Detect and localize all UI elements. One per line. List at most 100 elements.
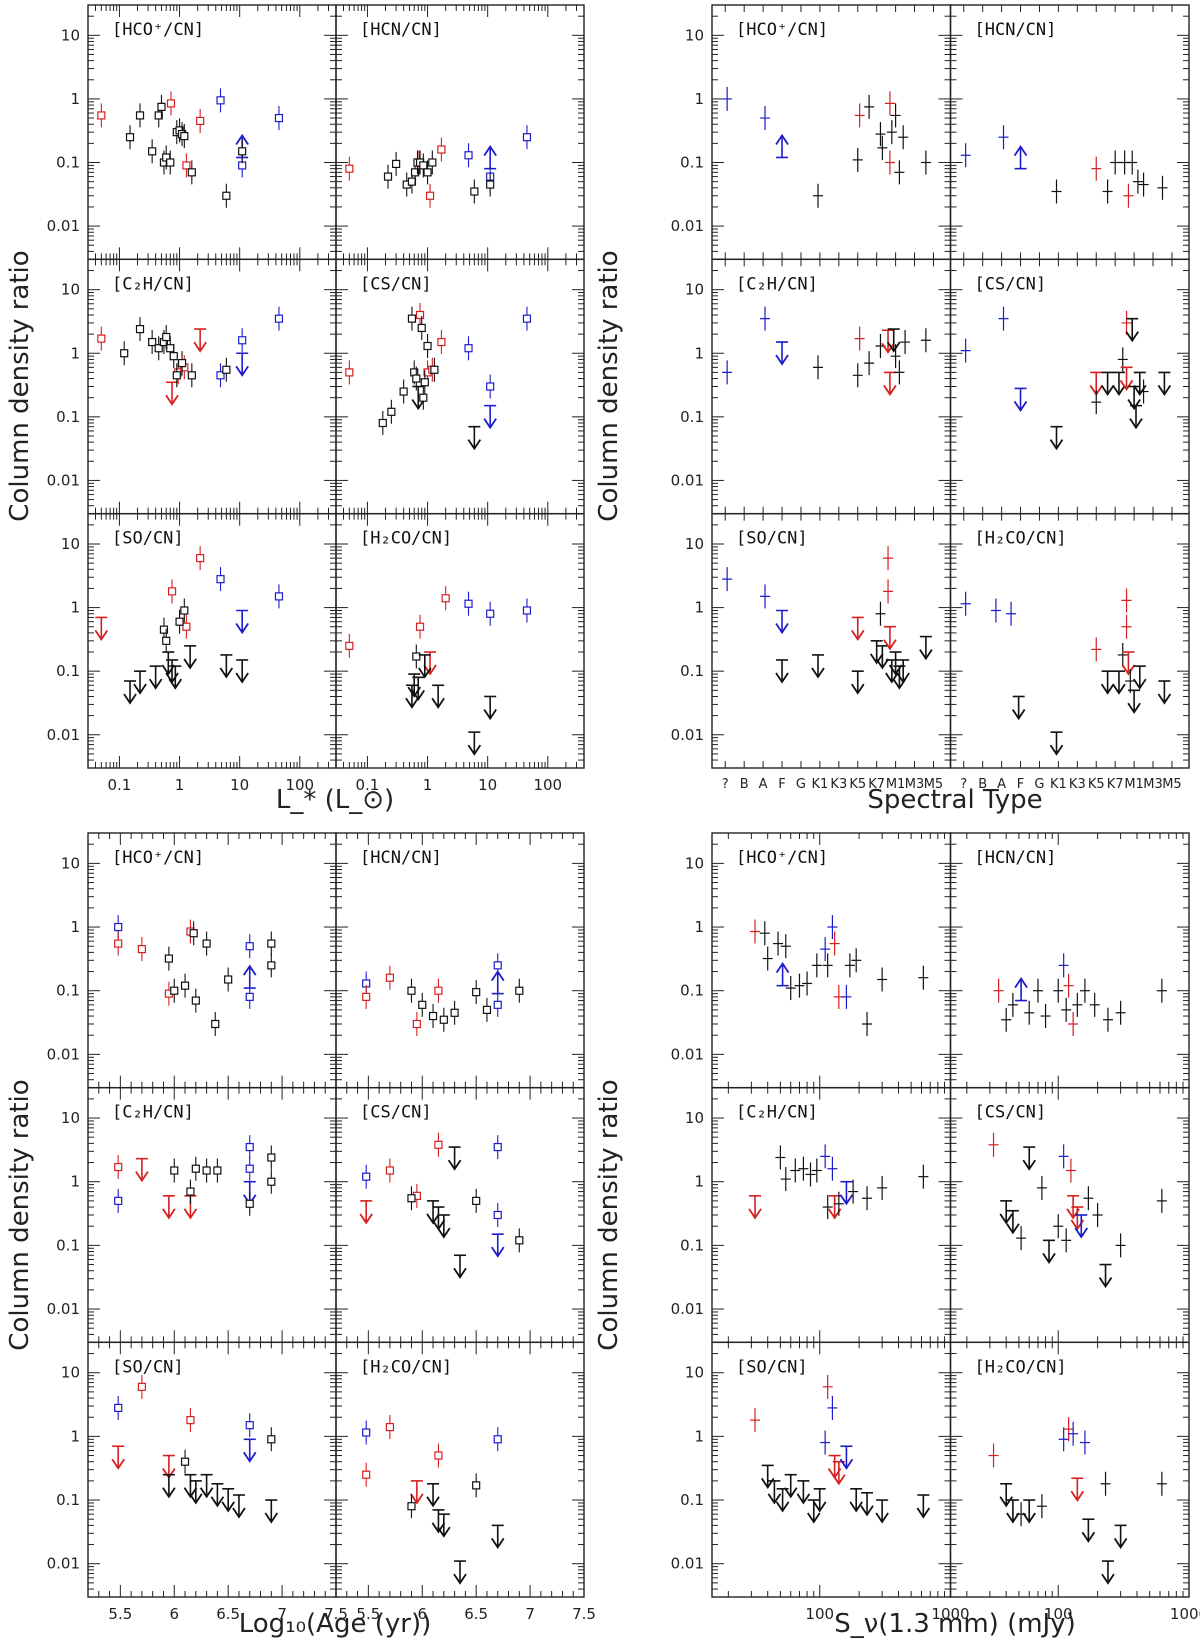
data-point xyxy=(1007,992,1018,1017)
y-tick-label: 0.1 xyxy=(56,154,80,172)
data-point xyxy=(168,665,183,690)
x-tick-label: 5.5 xyxy=(356,1605,380,1623)
x-tick-label: K5 xyxy=(849,777,866,792)
data-point xyxy=(210,1482,225,1508)
data-point xyxy=(515,1228,524,1253)
panel-frame xyxy=(87,258,337,515)
x-tick-label: ? xyxy=(960,777,967,792)
data-point xyxy=(1024,1000,1035,1025)
data-point xyxy=(1063,973,1074,998)
y-tick-label: 0.1 xyxy=(680,408,704,426)
panel-luminosity-0: 0.01 0.1 1 10 [HCO⁺/CN] xyxy=(47,4,337,261)
y-tick-label: 0.01 xyxy=(671,471,704,489)
panel-age-1: [HCN/CN] xyxy=(335,832,585,1089)
data-point xyxy=(486,601,495,626)
x-tick-label: M5 xyxy=(1162,777,1182,792)
y-axis-title: Column density ratio xyxy=(5,1079,35,1350)
data-point xyxy=(493,992,502,1017)
data-point xyxy=(1081,1518,1096,1543)
x-axis-title: L_* (L_⊙) xyxy=(276,785,394,815)
x-tick-label: 100 xyxy=(285,776,314,794)
panel-label: [CS/CN] xyxy=(975,274,1047,294)
data-point xyxy=(423,160,432,185)
data-point xyxy=(841,984,852,1009)
data-point xyxy=(472,1188,481,1213)
data-point xyxy=(186,1408,195,1433)
y-tick-label: 10 xyxy=(61,1364,80,1382)
data-point xyxy=(1132,169,1143,194)
data-point xyxy=(407,1186,416,1211)
data-point xyxy=(180,1449,190,1474)
data-point xyxy=(148,139,157,164)
panel-flux-3: [CS/CN] xyxy=(949,1086,1190,1344)
data-point xyxy=(216,88,225,113)
data-point xyxy=(993,978,1004,1003)
y-axis-title: Column density ratio xyxy=(594,1079,624,1350)
x-tick-label: A xyxy=(997,777,1006,792)
y-tick-label: 1 xyxy=(70,599,80,617)
x-tick-label: F xyxy=(1017,777,1024,792)
data-point xyxy=(877,967,888,992)
data-point xyxy=(464,143,473,168)
data-point xyxy=(920,150,931,175)
data-point xyxy=(216,567,225,592)
data-point xyxy=(813,183,823,208)
y-tick-label: 0.01 xyxy=(671,1300,704,1318)
data-point xyxy=(796,1480,811,1505)
data-point xyxy=(999,1200,1013,1225)
data-point xyxy=(189,921,198,946)
x-tick-label: 100 xyxy=(1044,1605,1073,1623)
y-tick-label: 0.1 xyxy=(56,1491,80,1509)
panel-label: [C₂H/CN] xyxy=(736,1103,818,1123)
data-point xyxy=(175,609,184,634)
data-points xyxy=(362,1415,505,1585)
data-point xyxy=(235,352,249,377)
data-point xyxy=(1022,1499,1036,1524)
panel-luminosity-1: [HCN/CN] xyxy=(335,4,585,261)
data-point xyxy=(274,106,284,131)
x-tick-label: 6 xyxy=(169,1605,179,1623)
data-point xyxy=(407,978,416,1003)
panel-age-4: 0.01 0.1 1 10 5.5 6 6.5 7 7.5 [SO/CN] xyxy=(47,1341,348,1623)
data-points xyxy=(960,125,1168,208)
data-point xyxy=(1089,992,1100,1017)
data-point xyxy=(431,684,445,709)
data-point xyxy=(405,684,419,709)
data-point xyxy=(881,329,895,354)
data-point xyxy=(884,91,895,116)
data-point xyxy=(807,1499,821,1524)
data-point xyxy=(193,328,207,353)
data-point xyxy=(988,1132,999,1157)
data-point xyxy=(1053,978,1064,1003)
data-point xyxy=(839,1180,854,1206)
data-point xyxy=(385,965,395,990)
y-tick-label: 0.01 xyxy=(47,1300,80,1318)
data-point xyxy=(775,1488,790,1513)
x-tick-label: G xyxy=(796,777,806,792)
data-point xyxy=(472,980,481,1005)
x-tick-label: 7.5 xyxy=(324,1605,348,1623)
panel-flux-4: 0.01 0.1 1 10 100 1000 [SO/CN] xyxy=(671,1341,970,1623)
x-tick-label: 7.5 xyxy=(572,1605,596,1623)
data-point xyxy=(114,931,123,956)
panel-frame xyxy=(949,1086,1190,1344)
data-point xyxy=(1063,1417,1074,1442)
data-point xyxy=(94,616,109,642)
data-point xyxy=(833,1191,844,1216)
panel-label: [HCN/CN] xyxy=(360,20,442,40)
data-point xyxy=(864,351,875,376)
data-point xyxy=(1092,1203,1103,1227)
panel-label: [H₂CO/CN] xyxy=(975,529,1067,549)
panel-frame xyxy=(335,4,585,261)
data-point xyxy=(274,584,284,609)
data-point xyxy=(1091,637,1102,662)
data-points xyxy=(359,1132,524,1279)
data-point xyxy=(1101,1560,1115,1585)
x-tick-label: K3 xyxy=(1069,777,1086,792)
data-point xyxy=(773,931,784,956)
data-point xyxy=(453,1560,467,1585)
data-point xyxy=(875,645,890,670)
data-point xyxy=(242,1438,257,1463)
data-point xyxy=(1058,1427,1069,1452)
data-point xyxy=(157,94,166,119)
